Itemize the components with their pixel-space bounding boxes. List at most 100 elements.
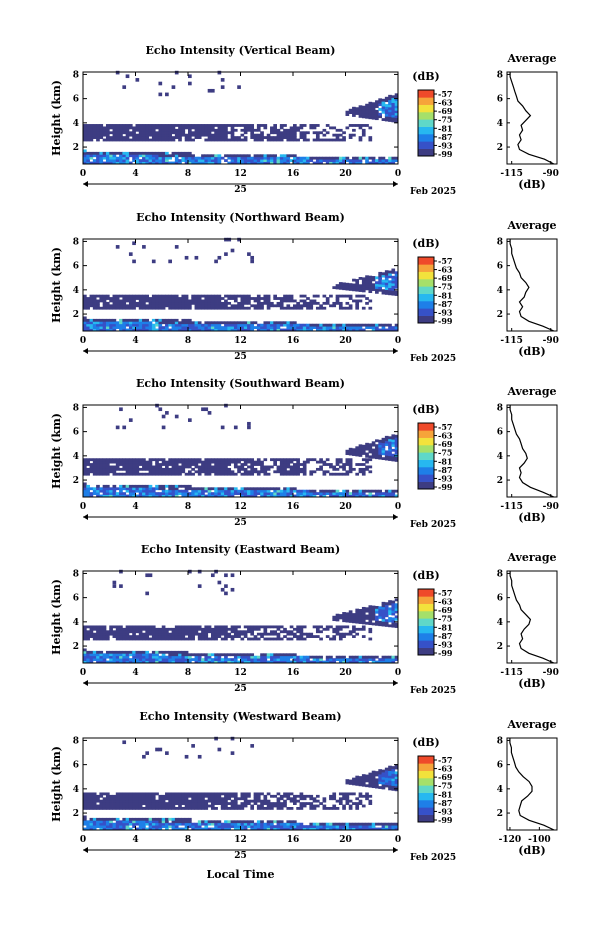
heatmap-cell [191, 323, 195, 327]
heatmap-cell [220, 822, 225, 826]
heatmap-cell [283, 465, 287, 469]
heatmap-cell [381, 769, 386, 773]
heatmap-cell [92, 792, 97, 796]
chart-panel-2: Echo Intensity (Southward Beam)2468Heigh… [50, 377, 559, 530]
heatmap-cell [145, 627, 150, 631]
heatmap-cell [128, 133, 133, 137]
heatmap-cell [279, 494, 284, 498]
heatmap-cell [312, 294, 317, 298]
heatmap-cell [201, 635, 205, 638]
heatmap-cell [197, 804, 202, 808]
heatmap-cell [315, 625, 320, 629]
heatmap-cell [250, 131, 255, 135]
heatmap-cell [263, 827, 268, 831]
heatmap-cell [368, 111, 373, 115]
heatmap-cell [96, 294, 100, 298]
heatmap-cell [184, 630, 189, 634]
heatmap-cell [168, 802, 172, 805]
heatmap-cell [171, 825, 176, 828]
heatmap-cell [135, 799, 140, 803]
heatmap-cell [371, 785, 376, 789]
heatmap-cell [96, 655, 100, 659]
heatmap-cell [368, 825, 373, 828]
heatmap-cell [240, 323, 245, 327]
chart-panel-3: Echo Intensity (Eastward Beam)2468Height… [50, 543, 559, 696]
heatmap-cell [201, 463, 205, 466]
heatmap-cell [348, 465, 353, 469]
heatmap-cell [237, 489, 241, 493]
heatmap-cell [102, 825, 107, 828]
heatmap-cell [391, 492, 396, 495]
heatmap-cell [247, 156, 251, 160]
heatmap-cell [128, 627, 133, 631]
heatmap-cell [184, 660, 189, 664]
heatmap-cell [86, 136, 90, 139]
heatmap-cell [266, 297, 271, 300]
heatmap-cell [325, 827, 330, 831]
heatmap-cell [322, 807, 327, 810]
heatmap-cell [171, 301, 176, 305]
heatmap-cell [309, 635, 314, 638]
heatmap-cell [142, 304, 146, 308]
heatmap-cell [391, 617, 396, 621]
heatmap-cell [194, 301, 199, 305]
heatmap-cell [174, 794, 179, 798]
heatmap-cell [283, 794, 287, 798]
heatmap-cell [312, 660, 317, 664]
heatmap-cell [125, 156, 130, 160]
heatmap-cell [132, 650, 136, 654]
heatmap-cell [86, 159, 90, 162]
heatmap-cell [256, 804, 261, 808]
heatmap-cell [256, 627, 261, 631]
heatmap-cell [309, 797, 314, 801]
heatmap-cell [276, 797, 281, 801]
heatmap-cell [92, 637, 97, 641]
heatmap-cell [181, 297, 186, 300]
x-tick-label: 4 [132, 835, 138, 845]
heatmap-cell [96, 465, 100, 469]
heatmap-cell [371, 608, 376, 611]
heatmap-cell [197, 323, 202, 327]
date-day-label: 25 [234, 352, 247, 362]
heatmap-cell [171, 124, 176, 127]
heatmap-cell [191, 822, 195, 826]
heatmap-cell [306, 458, 310, 462]
heatmap-cell [92, 655, 97, 659]
heatmap-cell [263, 802, 268, 805]
heatmap-cell [105, 318, 110, 322]
heatmap-cell [243, 326, 248, 329]
heatmap-cell [384, 782, 389, 786]
heatmap-cell [86, 133, 90, 137]
heatmap-cell [358, 494, 363, 498]
heatmap-cell [299, 660, 304, 664]
heatmap-cell [220, 85, 225, 89]
colorbar-tick-label: -75 [438, 614, 452, 624]
heatmap-cell [315, 655, 320, 659]
heatmap-cell [279, 467, 284, 471]
heatmap-cell [283, 463, 287, 466]
heatmap-cell [201, 299, 205, 303]
heatmap-cell [335, 492, 340, 495]
heatmap-cell [128, 294, 133, 298]
heatmap-cell [338, 637, 343, 641]
heatmap-cell [178, 472, 182, 476]
heatmap-cell [204, 126, 209, 130]
heatmap-cell [188, 487, 192, 491]
heatmap-cell [83, 138, 87, 142]
heatmap-cell [119, 827, 123, 831]
heatmap-cell [375, 771, 379, 774]
heatmap-cell [155, 321, 159, 325]
heatmap-cell [102, 822, 107, 826]
heatmap-cell [145, 794, 150, 798]
heatmap-cell [358, 159, 363, 162]
heatmap-cell [355, 446, 360, 450]
heatmap-cell [384, 282, 389, 286]
heatmap-cell [135, 470, 140, 474]
heatmap-cell [335, 133, 340, 137]
heatmap-cell [352, 492, 356, 495]
heatmap-cell [109, 154, 113, 158]
heatmap-cell [358, 658, 363, 661]
heatmap-cell [384, 774, 389, 778]
heatmap-cell [148, 627, 153, 631]
heatmap-cell [135, 301, 140, 305]
